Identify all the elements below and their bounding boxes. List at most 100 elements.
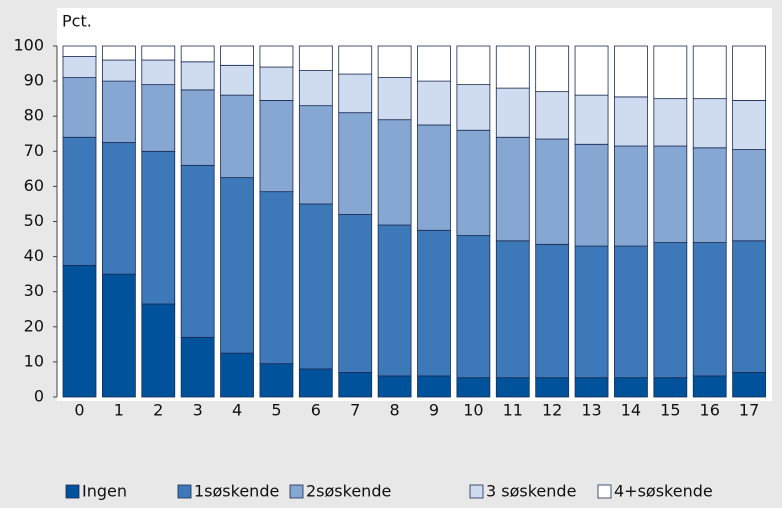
bar-segment xyxy=(259,66,294,101)
x-tick-label: 10 xyxy=(463,401,483,420)
y-tick-label: 50 xyxy=(24,211,44,230)
legend-label: 3 søskende xyxy=(486,482,576,501)
bar-segment xyxy=(338,112,373,215)
bar-segment xyxy=(417,80,451,126)
legend-swatch xyxy=(597,484,612,499)
bar-segment xyxy=(495,240,530,379)
bar-segment xyxy=(732,240,767,373)
bar-segment xyxy=(574,377,609,398)
bar-segment xyxy=(535,377,570,398)
x-tick-label: 2 xyxy=(153,401,163,420)
bar-segment xyxy=(535,91,570,140)
bar-segment xyxy=(417,375,451,398)
bar-segment xyxy=(101,80,136,143)
bar-segment xyxy=(141,45,176,61)
bar-segment xyxy=(495,136,530,242)
y-tick-label: 80 xyxy=(24,106,44,125)
x-tick-label: 7 xyxy=(350,401,360,420)
bar-segment xyxy=(692,147,727,243)
bar-segment xyxy=(220,64,254,96)
bar-segment xyxy=(298,70,333,107)
legend-label: Ingen xyxy=(82,482,127,501)
x-tick-label: 12 xyxy=(542,401,562,420)
bar-segment xyxy=(220,352,254,398)
bar-segment xyxy=(456,235,491,379)
x-tick-label: 1 xyxy=(114,401,124,420)
bar-segment xyxy=(377,45,412,78)
bar-segment xyxy=(377,119,412,226)
legend-swatch xyxy=(289,484,304,499)
y-tick-label: 10 xyxy=(24,351,44,370)
bar-segment xyxy=(141,84,176,152)
bar-segment xyxy=(298,105,333,205)
bar-segment xyxy=(732,45,767,101)
bar-segment xyxy=(417,124,451,231)
bar-segment xyxy=(692,45,727,100)
bar-segment xyxy=(259,363,294,398)
bar-segment xyxy=(614,145,648,247)
bar-segment xyxy=(692,375,727,398)
bar-segment xyxy=(456,129,491,236)
legend-swatch xyxy=(65,484,80,499)
bar-segment xyxy=(180,61,215,91)
bar-segment xyxy=(259,100,294,193)
bar-segment xyxy=(732,100,767,150)
bar-segment xyxy=(220,45,254,66)
bar-segment xyxy=(535,45,570,93)
x-tick-label: 13 xyxy=(581,401,601,420)
y-tick-label: 70 xyxy=(24,141,44,160)
bar-segment xyxy=(259,191,294,365)
bar-segment xyxy=(298,203,333,370)
x-tick-label: 14 xyxy=(621,401,641,420)
bar-segment xyxy=(62,77,97,138)
bar-segment xyxy=(495,377,530,398)
y-tick-label: 30 xyxy=(24,281,44,300)
legend-swatch xyxy=(177,484,192,499)
bar-segment xyxy=(180,164,215,338)
bar-segment xyxy=(574,45,609,96)
bar-segment xyxy=(338,45,373,75)
x-tick-label: 15 xyxy=(660,401,680,420)
bar-segment xyxy=(535,138,570,245)
x-tick-label: 0 xyxy=(74,401,84,420)
bar-segment xyxy=(298,368,333,398)
bar-segment xyxy=(653,45,688,100)
bar-segment xyxy=(338,73,373,114)
bar-segment xyxy=(495,87,530,138)
bar-segment xyxy=(456,377,491,398)
y-tick-label: 40 xyxy=(24,246,44,265)
bar-segment xyxy=(338,214,373,373)
bar-segment xyxy=(456,84,491,131)
bar-segment xyxy=(141,150,176,305)
bar-segment xyxy=(614,245,648,379)
bar-segment xyxy=(141,303,176,398)
bar-segment xyxy=(101,45,136,61)
legend-label: 2søskende xyxy=(306,482,391,501)
bar-segment xyxy=(220,177,254,354)
plot-area xyxy=(57,8,772,401)
bar-segment xyxy=(180,45,215,63)
bar-segment xyxy=(574,143,609,247)
bar-segment xyxy=(180,89,215,166)
bar-segment xyxy=(692,242,727,377)
x-tick-label: 17 xyxy=(739,401,759,420)
bar-segment xyxy=(101,273,136,398)
bar-segment xyxy=(614,45,648,98)
bar-segment xyxy=(101,142,136,275)
bar-segment xyxy=(338,372,373,398)
bar-segment xyxy=(62,45,97,57)
bar-segment xyxy=(417,45,451,82)
x-tick-label: 5 xyxy=(271,401,281,420)
x-tick-label: 8 xyxy=(390,401,400,420)
bar-segment xyxy=(653,242,688,379)
bar-segment xyxy=(456,45,491,86)
bar-segment xyxy=(653,145,688,243)
bar-segment xyxy=(101,59,136,82)
bar-segment xyxy=(377,375,412,398)
bar-segment xyxy=(732,372,767,398)
bar-segment xyxy=(62,264,97,398)
x-tick-label: 9 xyxy=(429,401,439,420)
bar-segment xyxy=(377,224,412,377)
x-tick-label: 11 xyxy=(503,401,523,420)
